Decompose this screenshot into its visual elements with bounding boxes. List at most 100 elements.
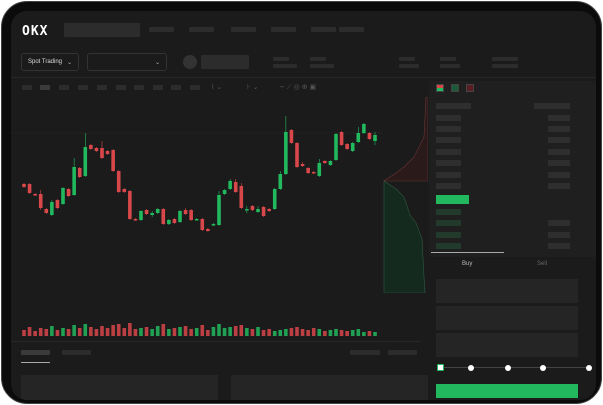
volume-bar bbox=[206, 330, 210, 336]
candle bbox=[323, 161, 327, 163]
okx-logo[interactable]: OKX bbox=[22, 24, 49, 39]
timeframe-button[interactable] bbox=[22, 85, 32, 90]
stat-label bbox=[492, 57, 518, 61]
orderbook-price[interactable] bbox=[436, 209, 461, 215]
orderbook-bids-icon[interactable] bbox=[451, 84, 459, 92]
timeframe-button[interactable] bbox=[97, 85, 107, 90]
volume-bar bbox=[194, 328, 199, 336]
stat-value bbox=[273, 64, 297, 68]
nav-item[interactable] bbox=[149, 27, 174, 32]
nav-item[interactable] bbox=[311, 27, 336, 32]
pair-selector-dropdown[interactable]: ⌄ bbox=[87, 53, 167, 71]
candle bbox=[144, 210, 149, 214]
amount-input[interactable] bbox=[436, 306, 578, 330]
tab-sell[interactable]: Sell bbox=[537, 261, 548, 267]
orderbook-asks-icon[interactable] bbox=[466, 84, 474, 92]
candle bbox=[350, 143, 355, 151]
orderbook-price[interactable] bbox=[436, 183, 461, 189]
indicator-icon[interactable]: ⊦ ⌄ bbox=[247, 84, 259, 91]
nav-item[interactable] bbox=[339, 27, 364, 32]
slider-step[interactable] bbox=[586, 365, 592, 371]
tab-buy[interactable]: Buy bbox=[462, 261, 473, 267]
volume-bar bbox=[38, 328, 43, 336]
orderbook-amount bbox=[548, 115, 570, 121]
slider-step[interactable] bbox=[468, 365, 474, 371]
filter-button[interactable] bbox=[350, 350, 380, 355]
orderbook-price[interactable] bbox=[436, 172, 461, 178]
slider-handle[interactable] bbox=[437, 364, 444, 371]
volume-bar bbox=[317, 329, 322, 336]
orderbook-price[interactable] bbox=[436, 115, 461, 121]
candle bbox=[289, 130, 294, 143]
nav-item[interactable] bbox=[271, 27, 296, 32]
nav-item[interactable] bbox=[189, 27, 214, 32]
filter-button[interactable] bbox=[388, 350, 417, 355]
candle bbox=[300, 164, 305, 166]
volume-bar bbox=[306, 330, 310, 336]
timeframe-button[interactable] bbox=[59, 85, 69, 90]
search-bar[interactable] bbox=[64, 23, 140, 37]
volume-bar bbox=[61, 328, 65, 336]
candle bbox=[27, 184, 32, 193]
candle bbox=[189, 210, 193, 220]
candle bbox=[228, 181, 232, 189]
orderbook-price[interactable] bbox=[436, 243, 461, 249]
timeframe-button-active[interactable] bbox=[40, 85, 50, 90]
orderbook-price[interactable] bbox=[436, 220, 461, 226]
divider bbox=[11, 341, 421, 342]
slider-step[interactable] bbox=[505, 365, 511, 371]
candle bbox=[44, 209, 49, 213]
timeframe-button[interactable] bbox=[116, 85, 126, 90]
tab-order-history[interactable] bbox=[62, 350, 91, 355]
candle bbox=[356, 133, 361, 142]
volume-bar bbox=[334, 329, 338, 336]
volume-bar bbox=[66, 329, 71, 336]
candle bbox=[295, 143, 299, 167]
candle bbox=[278, 174, 283, 189]
orderbook-price[interactable] bbox=[436, 137, 461, 143]
orderbook-price[interactable] bbox=[436, 149, 461, 155]
slider-step[interactable] bbox=[540, 365, 546, 371]
volume-bar bbox=[161, 324, 166, 336]
candle bbox=[94, 148, 99, 151]
volume-bar bbox=[150, 329, 154, 336]
app-screen: OKX Spot Trading ⌄ ⌄ ⌇ ⌄ ⊦ ⌄ ∼ ⟋ ◎ ⊕ ▣ bbox=[11, 11, 596, 400]
timeframe-button[interactable] bbox=[153, 85, 163, 90]
candle bbox=[100, 148, 104, 158]
candle bbox=[50, 202, 54, 215]
timeframe-button[interactable] bbox=[134, 85, 144, 90]
nav-item[interactable] bbox=[231, 27, 256, 32]
timeframe-button[interactable] bbox=[190, 85, 200, 90]
volume-bar bbox=[183, 326, 188, 336]
volume-bar bbox=[228, 327, 232, 336]
orderbook-amount bbox=[548, 149, 570, 155]
orderbook-price[interactable] bbox=[436, 160, 461, 166]
draw-icon[interactable]: ∼ ⟋ ◎ ⊕ ▣ bbox=[279, 84, 317, 91]
candle bbox=[233, 182, 238, 192]
price-chart[interactable] bbox=[11, 95, 431, 340]
orderbook-both-icon[interactable] bbox=[436, 84, 444, 92]
candle bbox=[178, 211, 182, 222]
total-input[interactable] bbox=[436, 333, 578, 357]
candle bbox=[116, 171, 121, 192]
tab-open-orders[interactable] bbox=[21, 350, 50, 355]
slider-track[interactable] bbox=[441, 367, 589, 368]
timeframe-button[interactable] bbox=[78, 85, 88, 90]
volume-bar bbox=[295, 327, 299, 336]
candle bbox=[150, 213, 154, 215]
chart-type-icon[interactable]: ⌇ ⌄ bbox=[211, 84, 223, 91]
price-input[interactable] bbox=[436, 279, 578, 303]
market-type-dropdown[interactable]: Spot Trading ⌄ bbox=[21, 53, 79, 71]
timeframe-button[interactable] bbox=[171, 85, 181, 90]
volume-bar bbox=[94, 329, 99, 336]
orderbook-price[interactable] bbox=[436, 126, 461, 132]
candle bbox=[267, 209, 271, 211]
orderbook-amount bbox=[548, 232, 570, 238]
order-book bbox=[429, 81, 596, 257]
orderbook-price[interactable] bbox=[436, 232, 461, 238]
buy-button[interactable] bbox=[436, 384, 578, 398]
volume-bar bbox=[155, 326, 160, 336]
candle bbox=[38, 194, 43, 208]
active-tab-indicator bbox=[21, 362, 50, 363]
candle bbox=[373, 135, 377, 141]
